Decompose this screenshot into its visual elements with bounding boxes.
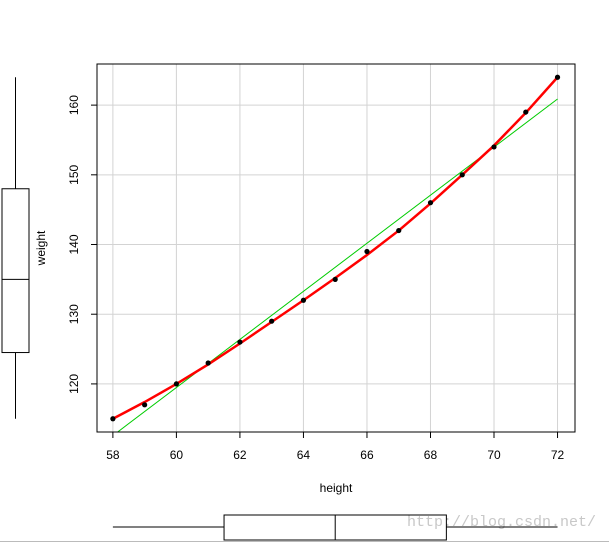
point <box>269 318 275 324</box>
watermark: http://blog.csdn.net/ <box>407 514 596 531</box>
y-tick-label: 160 <box>67 95 81 115</box>
point <box>142 402 148 408</box>
point <box>364 248 370 255</box>
point <box>523 109 529 115</box>
plot-frame <box>96 63 576 433</box>
x-tick-label: 62 <box>233 448 247 462</box>
point <box>237 339 243 345</box>
point <box>332 276 338 282</box>
x-tick-label: 66 <box>360 448 374 462</box>
point <box>110 416 116 422</box>
point <box>300 297 307 303</box>
point <box>491 144 497 150</box>
point <box>173 381 180 387</box>
point <box>205 360 211 366</box>
x-tick-label: 68 <box>424 448 438 462</box>
point <box>427 200 434 206</box>
x-tick-label: 64 <box>297 448 311 462</box>
y-axis-label: weight <box>34 230 48 266</box>
x-axis-label: height <box>320 481 353 495</box>
x-tick-label: 58 <box>106 448 120 462</box>
x-tick-label: 60 <box>170 448 184 462</box>
y-tick-label: 150 <box>67 164 81 184</box>
x-tick-label: 70 <box>487 448 501 462</box>
y-tick-label: 130 <box>67 304 81 324</box>
y-tick-label: 120 <box>67 374 81 394</box>
point <box>396 227 402 234</box>
y-tick-label: 140 <box>67 234 81 254</box>
point <box>459 172 465 178</box>
x-tick-label: 72 <box>551 448 565 462</box>
box <box>1 188 30 354</box>
point <box>554 74 561 80</box>
